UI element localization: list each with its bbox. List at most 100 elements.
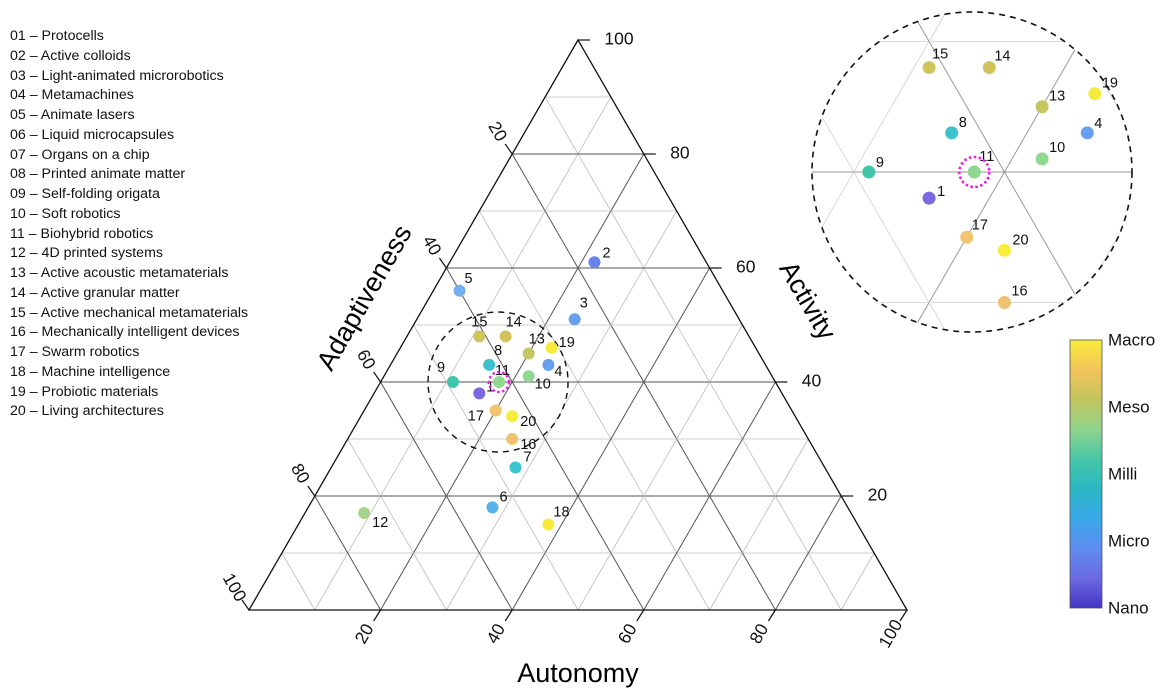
axis-title-activity: Activity xyxy=(773,256,842,345)
point-label: 5 xyxy=(465,271,473,287)
point-label: 18 xyxy=(553,505,569,521)
grid-line xyxy=(577,324,743,611)
point-label: 16 xyxy=(520,437,536,453)
tick-label: 100 xyxy=(219,570,251,606)
data-point xyxy=(486,501,499,514)
point-label: 15 xyxy=(471,314,487,330)
point-label: 7 xyxy=(523,450,531,466)
inset-grid-line xyxy=(1155,41,1169,688)
colorbar-label: Micro xyxy=(1108,531,1150,550)
data-point xyxy=(489,404,502,417)
point-label: 2 xyxy=(602,245,610,261)
tick-label: 100 xyxy=(604,29,633,49)
inset-data-point xyxy=(922,191,936,205)
grid-line xyxy=(709,438,809,611)
zoom-circle xyxy=(427,311,569,453)
inset-data-point xyxy=(982,61,996,75)
inset-grid-line xyxy=(812,12,1132,332)
point-label: 13 xyxy=(529,332,545,348)
legend-item: 13 – Active acoustic metamaterials xyxy=(10,265,229,281)
grid-line xyxy=(413,324,579,611)
tick-label: 60 xyxy=(736,257,756,277)
legend-item: 09 – Self-folding origata xyxy=(10,186,160,202)
inset-data-point xyxy=(997,243,1011,257)
legend-item: 11 – Biohybrid robotics xyxy=(10,225,154,242)
legend-item: 12 – 4D printed systems xyxy=(10,245,163,262)
grid-line xyxy=(643,381,776,611)
tick-label: 80 xyxy=(745,620,772,647)
tick-label: 20 xyxy=(868,485,888,505)
grid-line xyxy=(478,210,710,611)
tick-mark xyxy=(307,485,316,497)
inset-point-label: 13 xyxy=(1049,89,1065,105)
tick-mark xyxy=(373,609,382,622)
legend: 01 – Protocells 02 – Active colloids 03 – … xyxy=(10,27,248,422)
inset-data-point xyxy=(1035,100,1049,114)
colorbar: Macro Meso Milli Micro Nano xyxy=(1069,330,1155,617)
inset-border xyxy=(811,11,1133,333)
legend-item: 08 – Printed animate matter xyxy=(10,166,186,183)
axis-titles: Adaptiveness Activity Autonomy xyxy=(311,220,843,688)
ternary-grid xyxy=(281,96,875,611)
data-point xyxy=(483,358,496,371)
inset-data-point xyxy=(1088,87,1102,101)
point-label: 12 xyxy=(372,515,388,531)
axis-title-autonomy: Autonomy xyxy=(517,658,639,688)
inset-data-point xyxy=(1035,152,1049,166)
inset-point-label: 1 xyxy=(937,184,945,200)
legend-item: 19 – Probiotic materials xyxy=(10,383,159,400)
inset-point-label: 15 xyxy=(932,47,948,63)
inset-point-label: 16 xyxy=(1011,284,1027,300)
inset-data-point xyxy=(967,165,981,179)
inset-point-label: 8 xyxy=(959,115,967,131)
colorbar-label: Macro xyxy=(1108,330,1155,349)
inset-point-label: 11 xyxy=(979,149,994,165)
inset-point-label: 10 xyxy=(1049,140,1065,156)
tick-mark xyxy=(438,257,447,269)
inset-point-label: 19 xyxy=(1102,76,1118,92)
legend-item: 18 – Machine intelligence xyxy=(10,363,171,380)
tick-label: 40 xyxy=(482,620,509,647)
grid-line xyxy=(840,552,875,611)
grid-line xyxy=(347,438,447,611)
inset-data-point xyxy=(922,61,936,75)
highlight-ring xyxy=(487,370,511,394)
legend-item: 20 – Living architectures xyxy=(10,403,164,420)
tick-mark xyxy=(636,609,645,622)
point-label: 8 xyxy=(494,343,502,359)
point-label: 6 xyxy=(499,489,507,505)
tick-mark xyxy=(504,143,513,155)
point-label: 10 xyxy=(535,376,551,392)
point-label: 14 xyxy=(506,314,522,330)
legend-item: 14 – Active granular matter xyxy=(10,284,180,301)
data-point xyxy=(522,370,535,383)
tick-label: 60 xyxy=(353,346,380,373)
legend-item: 03 – Light-animated microrobotics xyxy=(10,67,224,84)
inset-point-label: 4 xyxy=(1094,116,1102,132)
point-label: 4 xyxy=(554,364,562,380)
grid-line xyxy=(281,552,316,611)
data-point xyxy=(542,358,555,371)
inset-point-label: 9 xyxy=(876,155,884,171)
tick-mark xyxy=(504,609,513,622)
point-label: 20 xyxy=(520,414,536,430)
grid-line xyxy=(774,495,842,611)
inset-grid-line xyxy=(552,433,703,688)
legend-item: 07 – Organs on a chip xyxy=(10,146,150,163)
triangle-border xyxy=(247,38,909,611)
data-point xyxy=(568,313,581,326)
tick-label: 100 xyxy=(874,616,906,652)
point-label: 19 xyxy=(559,335,575,351)
colorbar-label: Nano xyxy=(1108,598,1149,617)
colorbar-rect xyxy=(1069,339,1103,609)
tick-label: 80 xyxy=(670,143,690,163)
inset-data-point xyxy=(1080,126,1094,140)
legend-item: 06 – Liquid microcapsules xyxy=(10,126,175,143)
data-point xyxy=(446,376,459,388)
tick-label: 20 xyxy=(350,620,377,647)
point-label: 11 xyxy=(495,363,510,379)
data-point xyxy=(506,410,519,423)
